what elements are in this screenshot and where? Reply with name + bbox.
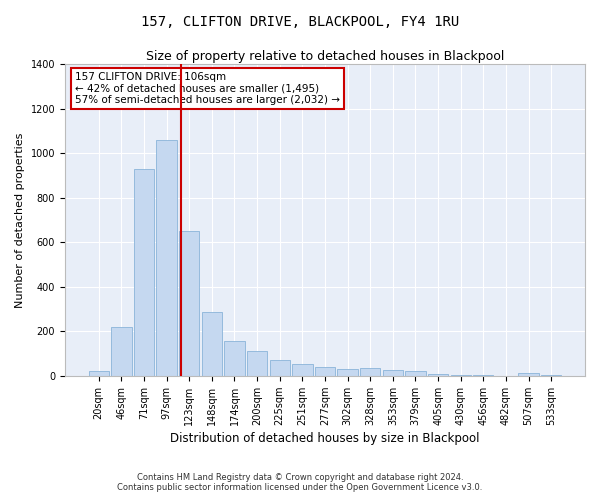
Bar (541, 374, 562, 376)
Bar (247, 352, 267, 376)
Bar (111, 327, 131, 376)
X-axis label: Distribution of detached houses by size in Blackpool: Distribution of detached houses by size … (170, 432, 480, 445)
Text: Contains HM Land Registry data © Crown copyright and database right 2024.
Contai: Contains HM Land Registry data © Crown c… (118, 473, 482, 492)
Bar (179, 231, 199, 376)
Bar (405, 371, 425, 376)
Bar (134, 169, 154, 376)
Bar (292, 364, 313, 376)
Title: Size of property relative to detached houses in Blackpool: Size of property relative to detached ho… (146, 50, 504, 63)
Bar (473, 374, 493, 376)
Y-axis label: Number of detached properties: Number of detached properties (15, 132, 25, 308)
Bar (202, 312, 222, 376)
Bar (157, 140, 177, 376)
Bar (518, 373, 539, 376)
Text: 157, CLIFTON DRIVE, BLACKPOOL, FY4 1RU: 157, CLIFTON DRIVE, BLACKPOOL, FY4 1RU (141, 15, 459, 29)
Bar (315, 367, 335, 376)
Bar (383, 370, 403, 376)
Bar (360, 368, 380, 376)
Bar (428, 374, 448, 376)
Bar (451, 374, 471, 376)
Bar (224, 342, 245, 376)
Bar (337, 369, 358, 376)
Bar (89, 372, 109, 376)
Bar (269, 360, 290, 376)
Text: 157 CLIFTON DRIVE: 106sqm
← 42% of detached houses are smaller (1,495)
57% of se: 157 CLIFTON DRIVE: 106sqm ← 42% of detac… (76, 72, 340, 105)
